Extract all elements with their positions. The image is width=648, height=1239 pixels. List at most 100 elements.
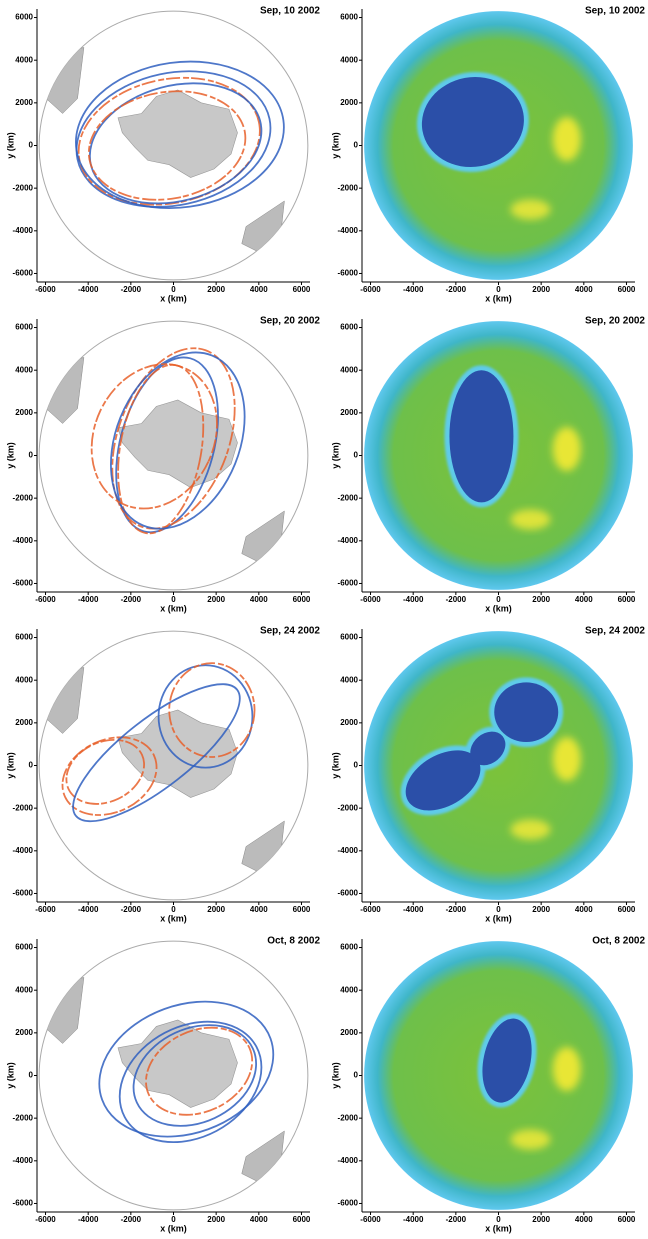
ozone-high <box>553 737 581 781</box>
y-tick-label: 4000 <box>340 675 358 684</box>
ozone-high <box>510 819 550 839</box>
x-axis-label: x (km) <box>485 603 512 613</box>
y-tick-label: 6000 <box>15 323 33 332</box>
x-tick-label: 2000 <box>207 285 225 294</box>
y-tick-label: 4000 <box>340 55 358 64</box>
y-tick-label: -4000 <box>338 846 359 855</box>
y-tick-label: 6000 <box>340 943 358 952</box>
x-tick-label: 6000 <box>618 905 636 914</box>
chart-title: Sep, 24 2002 <box>260 626 320 637</box>
ozone-high <box>510 1129 550 1149</box>
ozone-high <box>553 1047 581 1091</box>
y-tick-label: 2000 <box>15 1028 33 1037</box>
ozone-hole <box>449 370 513 502</box>
x-axis-label: x (km) <box>485 1223 512 1233</box>
x-tick-label: -2000 <box>121 285 142 294</box>
y-tick-label: 0 <box>354 451 359 460</box>
x-tick-label: 2000 <box>207 1215 225 1224</box>
y-tick-label: 4000 <box>340 985 358 994</box>
chart-title: Oct, 8 2002 <box>592 936 645 947</box>
x-tick-label: -6000 <box>35 905 56 914</box>
x-axis-label: x (km) <box>160 1223 187 1233</box>
x-tick-label: -4000 <box>403 285 424 294</box>
x-tick-label: -4000 <box>403 595 424 604</box>
x-tick-label: -6000 <box>360 285 381 294</box>
x-tick-label: 4000 <box>250 905 268 914</box>
y-tick-label: -2000 <box>338 803 359 812</box>
panel: -6000-4000-20000200040006000-6000-4000-2… <box>5 936 320 1234</box>
ozone-high <box>510 199 550 219</box>
panel: -6000-4000-20000200040006000-6000-4000-2… <box>5 626 320 924</box>
x-tick-label: -6000 <box>35 595 56 604</box>
y-tick-label: -6000 <box>13 1199 34 1208</box>
y-axis-label: y (km) <box>330 442 340 469</box>
x-tick-label: -4000 <box>78 595 99 604</box>
x-tick-label: -2000 <box>446 595 467 604</box>
y-tick-label: 2000 <box>340 718 358 727</box>
y-tick-label: 6000 <box>340 323 358 332</box>
y-tick-label: -4000 <box>13 1156 34 1165</box>
x-tick-label: 4000 <box>575 905 593 914</box>
ozone-high <box>553 117 581 161</box>
x-tick-label: 4000 <box>575 1215 593 1224</box>
x-tick-label: 6000 <box>293 285 311 294</box>
y-tick-label: -4000 <box>13 846 34 855</box>
y-tick-label: 0 <box>354 1071 359 1080</box>
x-tick-label: -2000 <box>121 905 142 914</box>
y-tick-label: 6000 <box>340 13 358 22</box>
y-tick-label: 0 <box>29 761 34 770</box>
x-axis-label: x (km) <box>485 913 512 923</box>
x-tick-label: -6000 <box>360 905 381 914</box>
x-tick-label: 6000 <box>618 1215 636 1224</box>
y-tick-label: -4000 <box>13 226 34 235</box>
y-tick-label: -6000 <box>338 579 359 588</box>
x-tick-label: 2000 <box>532 1215 550 1224</box>
y-tick-label: 0 <box>29 1071 34 1080</box>
x-axis-label: x (km) <box>160 293 187 303</box>
x-tick-label: -4000 <box>78 285 99 294</box>
y-tick-label: 2000 <box>15 408 33 417</box>
y-axis-label: y (km) <box>5 132 15 159</box>
x-tick-label: -2000 <box>446 1215 467 1224</box>
y-tick-label: 6000 <box>15 633 33 642</box>
x-tick-label: 4000 <box>250 595 268 604</box>
x-tick-label: 2000 <box>532 285 550 294</box>
y-tick-label: 2000 <box>15 98 33 107</box>
y-tick-label: -4000 <box>338 226 359 235</box>
x-tick-label: -6000 <box>360 595 381 604</box>
y-tick-label: 0 <box>29 451 34 460</box>
y-tick-label: 2000 <box>340 98 358 107</box>
x-tick-label: 4000 <box>250 1215 268 1224</box>
y-axis-label: y (km) <box>5 752 15 779</box>
y-axis-label: y (km) <box>5 1062 15 1089</box>
chart-title: Sep, 24 2002 <box>585 626 645 637</box>
chart-title: Sep, 10 2002 <box>585 6 645 17</box>
ozone-field <box>364 631 633 900</box>
x-tick-label: -4000 <box>403 1215 424 1224</box>
x-tick-label: 6000 <box>293 1215 311 1224</box>
x-tick-label: 6000 <box>618 595 636 604</box>
y-tick-label: 6000 <box>15 943 33 952</box>
y-tick-label: 0 <box>354 141 359 150</box>
y-tick-label: 2000 <box>15 718 33 727</box>
y-tick-label: 4000 <box>15 55 33 64</box>
y-tick-label: 4000 <box>340 365 358 374</box>
y-tick-label: -6000 <box>338 889 359 898</box>
chart-title: Sep, 10 2002 <box>260 6 320 17</box>
y-tick-label: -2000 <box>13 183 34 192</box>
y-tick-label: -2000 <box>13 1113 34 1122</box>
chart-title: Oct, 8 2002 <box>267 936 320 947</box>
y-tick-label: 4000 <box>15 985 33 994</box>
x-tick-label: -6000 <box>360 1215 381 1224</box>
x-tick-label: 4000 <box>575 285 593 294</box>
x-tick-label: 2000 <box>207 595 225 604</box>
x-axis-label: x (km) <box>160 913 187 923</box>
x-tick-label: -4000 <box>403 905 424 914</box>
x-tick-label: 6000 <box>293 595 311 604</box>
x-tick-label: -4000 <box>78 905 99 914</box>
x-tick-label: -2000 <box>121 595 142 604</box>
x-tick-label: 2000 <box>532 595 550 604</box>
y-tick-label: 6000 <box>340 633 358 642</box>
y-tick-label: -2000 <box>338 493 359 502</box>
